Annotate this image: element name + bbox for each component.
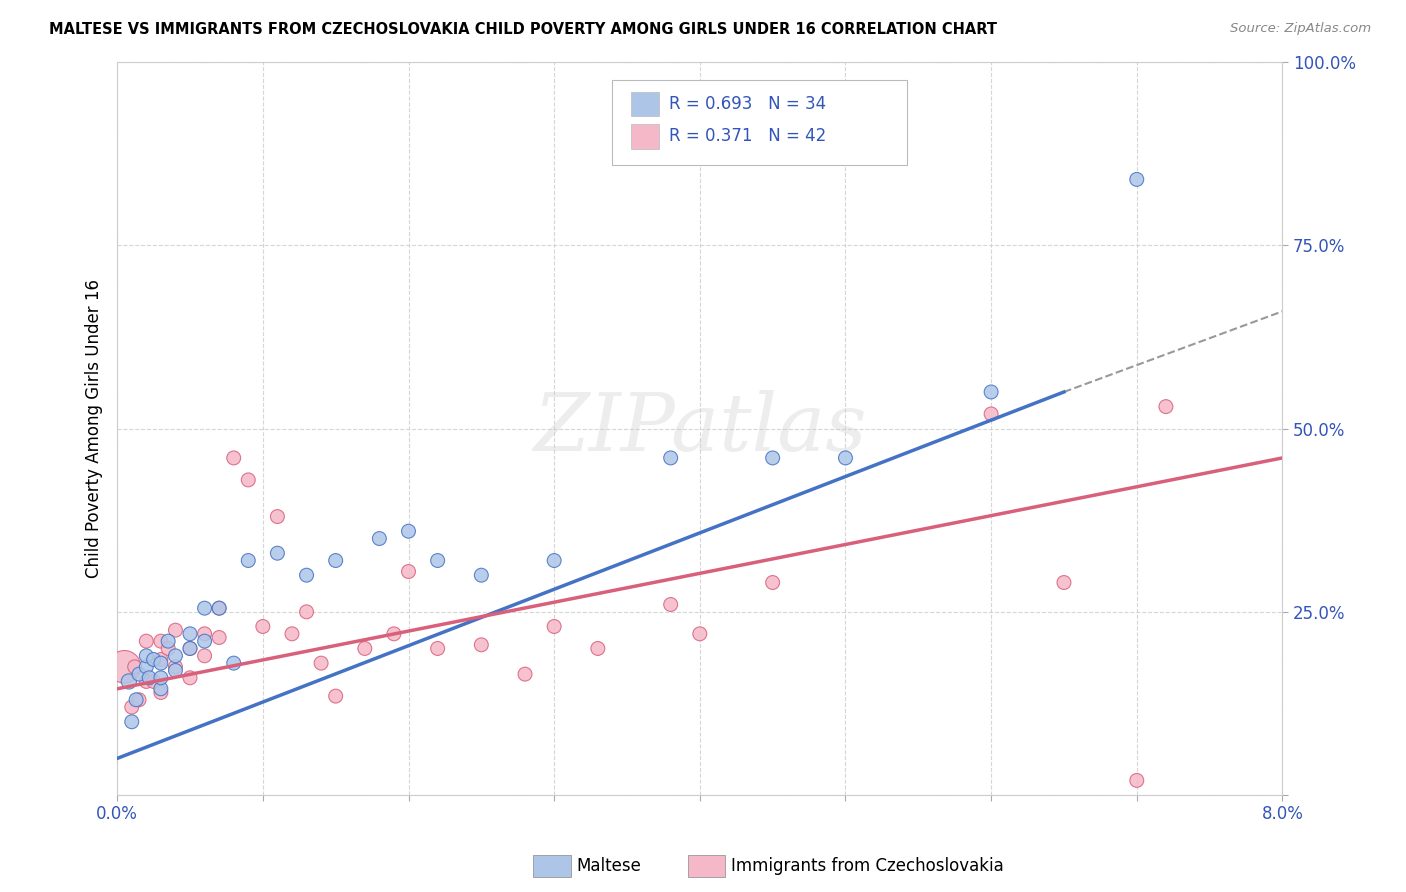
Point: [295, 568, 318, 582]
Point: [368, 532, 391, 546]
Point: [124, 660, 146, 674]
Point: [194, 634, 217, 648]
Point: [426, 553, 449, 567]
Text: R = 0.371   N = 42: R = 0.371 N = 42: [669, 128, 827, 145]
Point: [238, 473, 260, 487]
Point: [114, 660, 136, 674]
Point: [128, 667, 150, 681]
Point: [165, 623, 187, 637]
Point: [659, 450, 682, 465]
Point: [208, 631, 231, 645]
Text: ZIPatlas: ZIPatlas: [533, 390, 866, 467]
Point: [118, 674, 141, 689]
Point: [980, 384, 1002, 399]
Point: [135, 634, 157, 648]
Point: [470, 638, 492, 652]
Point: [121, 700, 143, 714]
Text: Source: ZipAtlas.com: Source: ZipAtlas.com: [1230, 22, 1371, 36]
Text: Maltese: Maltese: [576, 857, 641, 875]
Point: [149, 652, 172, 666]
Point: [194, 627, 217, 641]
Point: [426, 641, 449, 656]
Point: [222, 656, 245, 670]
Point: [179, 641, 201, 656]
Point: [194, 648, 217, 663]
Point: [157, 641, 180, 656]
Point: [252, 619, 274, 633]
Point: [157, 634, 180, 648]
Point: [179, 671, 201, 685]
Point: [1154, 400, 1177, 414]
Point: [135, 648, 157, 663]
Point: [238, 553, 260, 567]
Point: [121, 714, 143, 729]
Point: [149, 634, 172, 648]
Point: [309, 656, 332, 670]
Point: [281, 627, 304, 641]
Point: [149, 681, 172, 696]
Point: [266, 546, 288, 560]
Point: [586, 641, 609, 656]
Point: [398, 524, 420, 539]
Point: [135, 674, 157, 689]
Point: [135, 660, 157, 674]
Point: [834, 450, 856, 465]
Point: [325, 553, 347, 567]
Point: [762, 575, 785, 590]
Point: [513, 667, 536, 681]
Point: [222, 450, 245, 465]
Point: [149, 656, 172, 670]
Point: [659, 598, 682, 612]
Point: [1053, 575, 1076, 590]
Point: [194, 601, 217, 615]
Point: [142, 652, 165, 666]
Y-axis label: Child Poverty Among Girls Under 16: Child Poverty Among Girls Under 16: [86, 279, 103, 578]
Point: [398, 565, 420, 579]
Point: [266, 509, 288, 524]
Point: [165, 648, 187, 663]
Point: [179, 641, 201, 656]
Point: [470, 568, 492, 582]
Text: R = 0.693   N = 34: R = 0.693 N = 34: [669, 95, 827, 113]
Point: [208, 601, 231, 615]
Point: [353, 641, 375, 656]
Point: [165, 660, 187, 674]
Point: [125, 693, 148, 707]
Point: [382, 627, 405, 641]
Point: [149, 685, 172, 699]
Text: Immigrants from Czechoslovakia: Immigrants from Czechoslovakia: [731, 857, 1004, 875]
Point: [762, 450, 785, 465]
Point: [179, 627, 201, 641]
Text: MALTESE VS IMMIGRANTS FROM CZECHOSLOVAKIA CHILD POVERTY AMONG GIRLS UNDER 16 COR: MALTESE VS IMMIGRANTS FROM CZECHOSLOVAKI…: [49, 22, 997, 37]
Point: [325, 689, 347, 703]
Point: [1126, 172, 1149, 186]
Point: [138, 671, 160, 685]
Point: [295, 605, 318, 619]
Point: [149, 671, 172, 685]
Point: [980, 407, 1002, 421]
Point: [543, 553, 565, 567]
Point: [689, 627, 711, 641]
Point: [128, 693, 150, 707]
Point: [165, 664, 187, 678]
Point: [1126, 773, 1149, 788]
Point: [142, 674, 165, 689]
Point: [208, 601, 231, 615]
Point: [543, 619, 565, 633]
